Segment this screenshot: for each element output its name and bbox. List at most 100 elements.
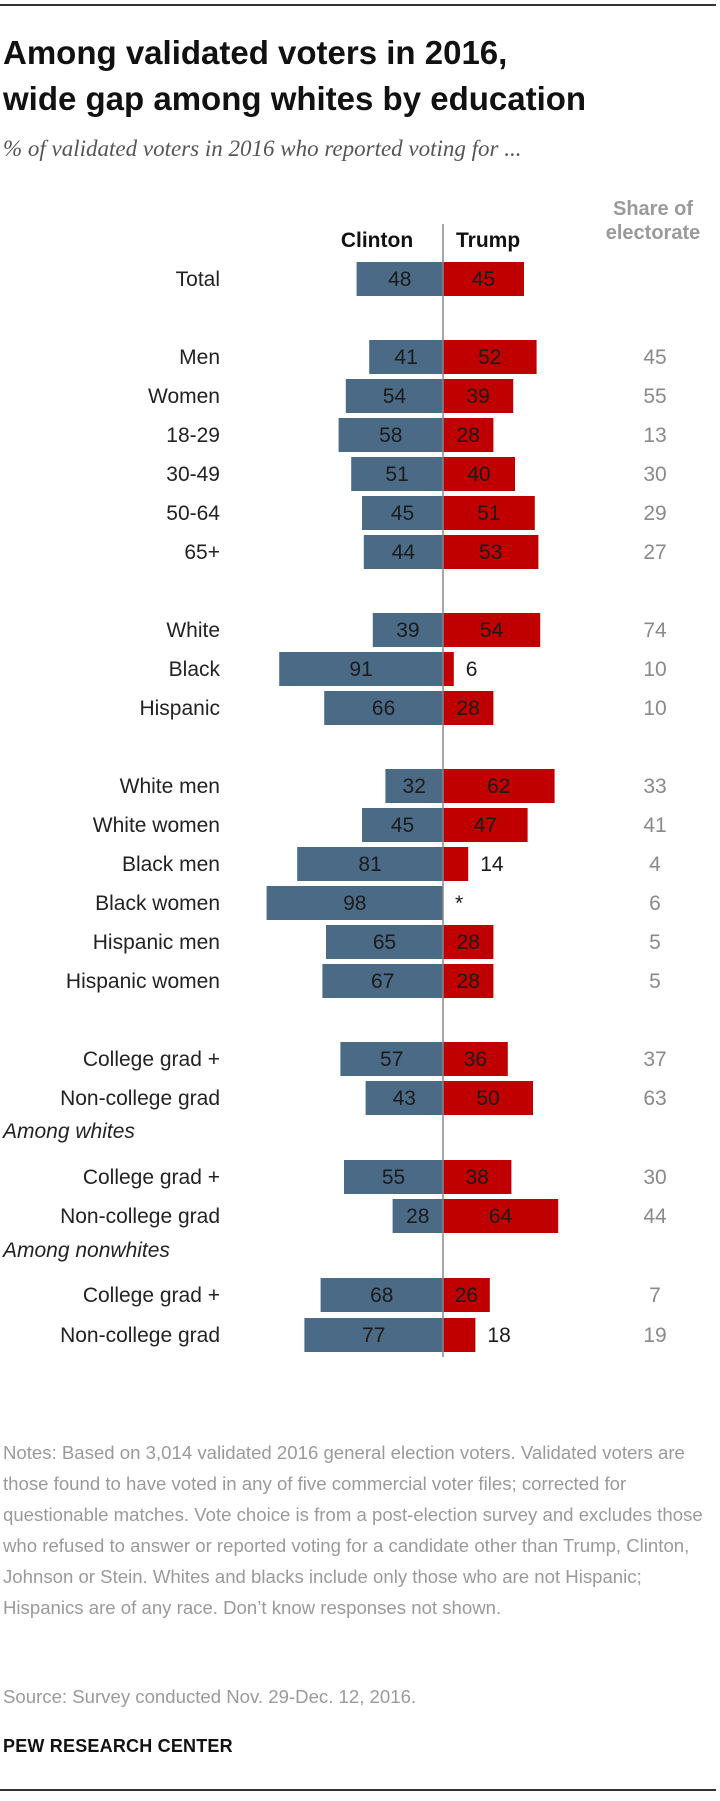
share-value: 5 (649, 970, 661, 993)
title-line-1: Among validated voters in 2016, (3, 34, 508, 71)
clinton-bar (279, 652, 443, 686)
share-header-line-1: Share of (613, 198, 693, 220)
share-value: 55 (643, 385, 666, 408)
clinton-value-label: 32 (403, 775, 426, 798)
clinton-value-label: 65 (373, 931, 396, 954)
trump-header: Trump (456, 229, 520, 252)
trump-bar (443, 379, 514, 413)
share-value: 10 (643, 658, 666, 681)
clinton-bar (362, 496, 443, 530)
chart-title: Among validated voters in 2016, wide gap… (3, 30, 703, 122)
trump-value-label: 52 (478, 346, 501, 369)
row-label: Non-college grad (60, 1087, 220, 1110)
trump-value-label: 38 (466, 1166, 489, 1189)
share-value: 13 (643, 424, 666, 447)
clinton-bar (365, 1081, 443, 1115)
trump-value-label: 47 (474, 814, 497, 837)
row-label: College grad + (83, 1166, 220, 1189)
clinton-header: Clinton (341, 229, 413, 252)
clinton-value-label: 77 (362, 1324, 385, 1347)
trump-bar (443, 1278, 490, 1312)
clinton-bar (392, 1199, 443, 1233)
row-label: Non-college grad (60, 1205, 220, 1228)
trump-value-label: 53 (479, 541, 502, 564)
clinton-bar (385, 769, 443, 803)
share-value: 45 (643, 346, 666, 369)
share-header-line-2: electorate (606, 222, 701, 244)
chart-subtitle: % of validated voters in 2016 who report… (3, 136, 522, 161)
clinton-value-label: 66 (372, 697, 395, 720)
clinton-bar (362, 808, 443, 842)
trump-bar (443, 691, 494, 725)
trump-bar (443, 1199, 559, 1233)
row-label: Black women (95, 892, 220, 915)
trump-bar (443, 340, 537, 374)
row-label: White (166, 619, 220, 642)
share-value: 29 (643, 502, 666, 525)
clinton-bar (351, 457, 443, 491)
trump-bar (443, 652, 454, 686)
row-label: Men (179, 346, 220, 369)
trump-value-label: 18 (487, 1324, 510, 1347)
share-value: 41 (643, 814, 666, 837)
clinton-bar (326, 925, 443, 959)
trump-bar (443, 535, 539, 569)
trump-value-label: 64 (489, 1205, 513, 1228)
share-value: 6 (649, 892, 661, 915)
clinton-value-label: 81 (358, 853, 381, 876)
clinton-bar (363, 535, 443, 569)
trump-value-label: 62 (487, 775, 510, 798)
row-label: Hispanic men (93, 931, 220, 954)
trump-value-label: 50 (476, 1087, 499, 1110)
clinton-bar (340, 1042, 443, 1076)
clinton-bar (369, 340, 443, 374)
share-value: 30 (643, 463, 666, 486)
row-label: 18-29 (166, 424, 220, 447)
trump-bar (443, 613, 541, 647)
clinton-value-label: 28 (406, 1205, 429, 1228)
trump-value-label: 28 (457, 931, 480, 954)
trump-value-label: 28 (457, 970, 480, 993)
clinton-value-label: 67 (371, 970, 394, 993)
row-label: Hispanic women (66, 970, 220, 993)
row-label: 30-49 (166, 463, 220, 486)
row-label: Total (176, 268, 220, 291)
share-value: 4 (649, 853, 661, 876)
clinton-value-label: 39 (396, 619, 419, 642)
row-label: College grad + (83, 1284, 220, 1307)
clinton-value-label: 68 (370, 1284, 393, 1307)
trump-value-label: 36 (464, 1048, 487, 1071)
clinton-value-label: 55 (382, 1166, 405, 1189)
share-value: 33 (643, 775, 666, 798)
trump-bar (443, 847, 469, 881)
clinton-value-label: 98 (343, 892, 366, 915)
trump-value-label: 40 (467, 463, 490, 486)
share-value: 37 (643, 1048, 666, 1071)
share-value: 7 (649, 1284, 661, 1307)
clinton-value-label: 91 (349, 658, 372, 681)
clinton-bar (324, 691, 443, 725)
trump-bar (443, 769, 555, 803)
bottom-rule (0, 1789, 716, 1791)
trump-bar (443, 808, 528, 842)
share-value: 30 (643, 1166, 666, 1189)
row-label: College grad + (83, 1048, 220, 1071)
chart-source: Source: Survey conducted Nov. 29-Dec. 12… (3, 1686, 417, 1707)
share-value: 19 (643, 1324, 666, 1347)
row-label: Black men (122, 853, 220, 876)
row-label: 65+ (184, 541, 220, 564)
trump-bar (443, 418, 494, 452)
clinton-bar (304, 1318, 443, 1352)
row-label: Hispanic (139, 697, 220, 720)
share-value: 74 (643, 619, 667, 642)
trump-bar (443, 925, 494, 959)
top-rule (0, 4, 716, 6)
clinton-value-label: 51 (385, 463, 408, 486)
trump-bar (443, 1081, 533, 1115)
clinton-bar (320, 1278, 443, 1312)
clinton-bar (344, 1160, 443, 1194)
clinton-value-label: 45 (391, 814, 414, 837)
section-label: Among whites (1, 1120, 135, 1143)
share-value: 5 (649, 931, 661, 954)
chart-notes: Notes: Based on 3,014 validated 2016 gen… (3, 1442, 703, 1618)
